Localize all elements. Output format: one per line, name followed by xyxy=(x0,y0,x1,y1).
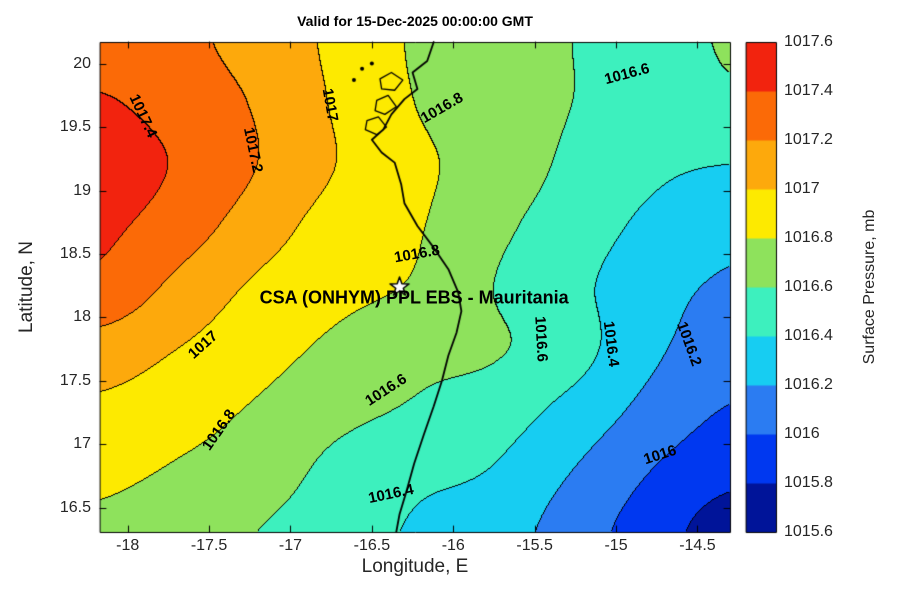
colorbar-tick-label: 1017.2 xyxy=(784,131,833,148)
x-tick-label: -16 xyxy=(441,537,465,554)
y-tick-label: 20 xyxy=(73,54,91,72)
y-tick-label: 17.5 xyxy=(59,371,91,389)
colorbar-tick-label: 1016 xyxy=(784,425,820,442)
colorbar-tick-label: 1017.6 xyxy=(784,33,833,50)
x-tick-label: -15.5 xyxy=(516,537,553,554)
colorbar-tick-label: 1017 xyxy=(784,180,820,197)
y-tick-label: 19 xyxy=(73,181,91,199)
x-tick-label: -17.5 xyxy=(190,537,228,554)
y-tick-label: 18 xyxy=(73,308,91,326)
x-tick-label: -16.5 xyxy=(353,537,391,554)
colorbar-tick-label: 1017.4 xyxy=(784,82,833,99)
y-tick-label: 16.5 xyxy=(59,498,91,516)
x-axis-label: Longitude, E xyxy=(361,556,469,577)
y-tick-label: 19.5 xyxy=(59,118,91,136)
colorbar-tick-label: 1015.8 xyxy=(784,474,833,491)
contour-label: 1016.6 xyxy=(530,315,551,363)
site-marker-label: CSA (ONHYM) PPL EBS - Mauritania xyxy=(259,287,569,308)
colorbar-tick-label: 1016.4 xyxy=(784,327,833,344)
y-tick-label: 17 xyxy=(73,435,91,453)
colorbar-tick-label: 1016.8 xyxy=(784,229,833,246)
figure-title: Valid for 15-Dec-2025 00:00:00 GMT xyxy=(297,13,533,29)
y-tick-label: 18.5 xyxy=(59,244,91,262)
colorbar-label: Surface Pressure, mb xyxy=(861,209,878,365)
y-axis-label: Latitude, N xyxy=(16,241,37,333)
x-tick-label: -14.5 xyxy=(679,537,716,554)
colorbar-tick-label: 1016.6 xyxy=(784,278,833,295)
x-tick-label: -18 xyxy=(116,537,140,554)
colorbar-tick-label: 1015.6 xyxy=(784,523,833,540)
colorbar-tick-label: 1016.2 xyxy=(784,376,833,393)
x-tick-label: -15 xyxy=(604,537,628,554)
x-tick-label: -17 xyxy=(278,537,303,554)
